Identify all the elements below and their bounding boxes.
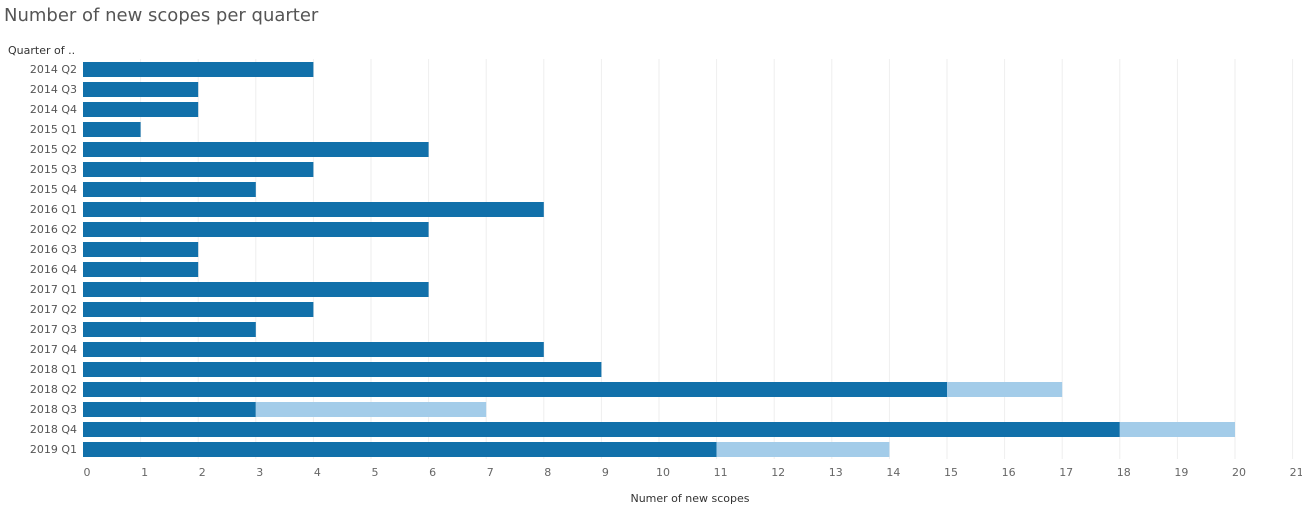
y-tick-label-2017-q1: 2017 Q1: [30, 283, 77, 296]
gridlines: [140, 59, 1294, 459]
x-tick-label-1: 1: [141, 466, 148, 479]
x-tick-label-14: 14: [886, 466, 900, 479]
y-tick-label-2017-q4: 2017 Q4: [30, 343, 77, 356]
bar-2018-q4-series-2: [1119, 422, 1235, 437]
x-tick-label-13: 13: [829, 466, 843, 479]
x-axis: 0 1 2 3 4 5 6 7 8 9 10 11 12 13 14 15 16 17 18 19 20 21: [84, 466, 1302, 479]
bar-2019-q1-series-2: [716, 442, 890, 457]
x-tick-label-10: 10: [656, 466, 670, 479]
y-tick-label-2014-q4: 2014 Q4: [30, 103, 77, 116]
y-tick-label-2014-q3: 2014 Q3: [30, 83, 77, 96]
x-tick-label-11: 11: [714, 466, 728, 479]
bar-2015-q3-series-1: [83, 162, 314, 177]
x-tick-label-0: 0: [84, 466, 91, 479]
bar-2016-q3-series-1: [83, 242, 199, 257]
bar-2016-q1-series-1: [83, 202, 544, 217]
x-tick-label-8: 8: [544, 466, 551, 479]
x-tick-label-4: 4: [314, 466, 321, 479]
bar-2017-q4-series-1: [83, 342, 544, 357]
bar-2018-q2-series-1: [83, 382, 947, 397]
y-tick-label-2016-q4: 2016 Q4: [30, 263, 77, 276]
y-tick-label-2014-q2: 2014 Q2: [30, 63, 77, 76]
y-tick-label-2016-q1: 2016 Q1: [30, 203, 77, 216]
y-tick-label-2019-q1: 2019 Q1: [30, 443, 77, 456]
x-tick-label-20: 20: [1232, 466, 1246, 479]
x-axis-title: Numer of new scopes: [630, 492, 749, 505]
x-tick-label-7: 7: [487, 466, 494, 479]
y-axis: 2014 Q2 2014 Q3 2014 Q4 2015 Q1 2015 Q2 2015 …: [30, 63, 77, 456]
bar-2014-q2-series-1: [83, 62, 314, 77]
x-tick-label-9: 9: [602, 466, 609, 479]
bars: [83, 62, 1235, 457]
bar-2018-q1-series-1: [83, 362, 602, 377]
x-tick-label-21: 21: [1290, 466, 1302, 479]
y-tick-label-2018-q3: 2018 Q3: [30, 403, 77, 416]
bar-2014-q3-series-1: [83, 82, 199, 97]
bar-2015-q1-series-1: [83, 122, 141, 137]
x-tick-label-17: 17: [1059, 466, 1073, 479]
y-tick-label-2015-q4: 2015 Q4: [30, 183, 77, 196]
y-tick-label-2017-q2: 2017 Q2: [30, 303, 77, 316]
x-tick-label-19: 19: [1174, 466, 1188, 479]
x-tick-label-16: 16: [1002, 466, 1016, 479]
bar-2016-q4-series-1: [83, 262, 199, 277]
y-tick-label-2015-q1: 2015 Q1: [30, 123, 77, 136]
y-tick-label-2016-q3: 2016 Q3: [30, 243, 77, 256]
bar-2014-q4-series-1: [83, 102, 199, 117]
bar-2018-q4-series-1: [83, 422, 1120, 437]
bar-2018-q2-series-2: [947, 382, 1063, 397]
x-tick-label-15: 15: [944, 466, 958, 479]
bar-2016-q2-series-1: [83, 222, 429, 237]
y-tick-label-2017-q3: 2017 Q3: [30, 323, 77, 336]
y-tick-label-2018-q4: 2018 Q4: [30, 423, 77, 436]
y-tick-label-2018-q2: 2018 Q2: [30, 383, 77, 396]
y-axis-header: Quarter of ..: [8, 44, 76, 57]
bar-2018-q3-series-2: [255, 402, 487, 417]
y-tick-label-2016-q2: 2016 Q2: [30, 223, 77, 236]
x-tick-label-6: 6: [429, 466, 436, 479]
x-tick-label-3: 3: [256, 466, 263, 479]
x-tick-label-2: 2: [199, 466, 206, 479]
y-tick-label-2015-q3: 2015 Q3: [30, 163, 77, 176]
bar-2018-q3-series-1: [83, 402, 256, 417]
bar-2017-q1-series-1: [83, 282, 429, 297]
bar-2019-q1-series-1: [83, 442, 717, 457]
x-tick-label-18: 18: [1117, 466, 1131, 479]
bar-2017-q2-series-1: [83, 302, 314, 317]
y-tick-label-2018-q1: 2018 Q1: [30, 363, 77, 376]
chart-title: Number of new scopes per quarter: [4, 5, 319, 26]
bar-2017-q3-series-1: [83, 322, 256, 337]
x-tick-label-5: 5: [372, 466, 379, 479]
bar-2015-q2-series-1: [83, 142, 429, 157]
y-tick-label-2015-q2: 2015 Q2: [30, 143, 77, 156]
bar-2015-q4-series-1: [83, 182, 256, 197]
x-tick-label-12: 12: [771, 466, 785, 479]
